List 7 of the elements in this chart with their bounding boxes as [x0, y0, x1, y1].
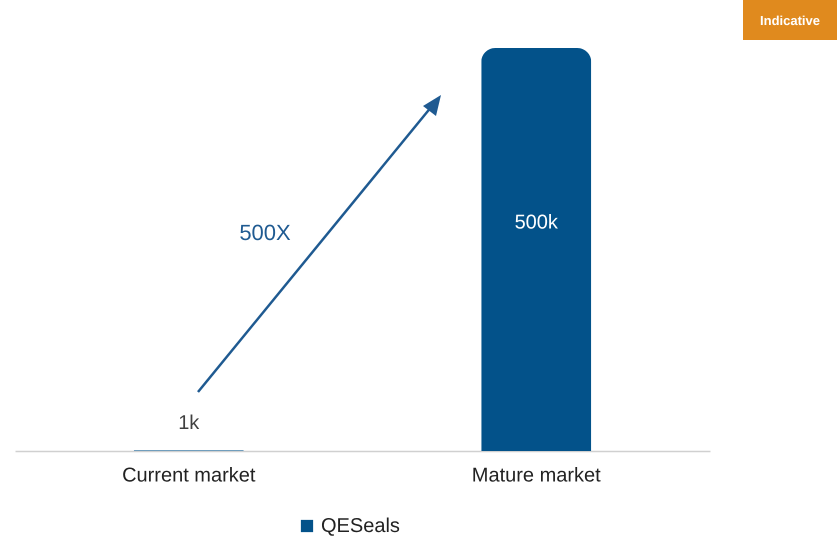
data-label: 1k [178, 412, 200, 434]
text: Indicative [743, 0, 837, 40]
x-tick-label: Mature market [472, 464, 602, 486]
data-label: 500k [514, 212, 559, 234]
legend-label: QESeals [321, 515, 400, 537]
annotation: 500X [239, 220, 292, 245]
x-tick-label: Current market [122, 464, 256, 486]
